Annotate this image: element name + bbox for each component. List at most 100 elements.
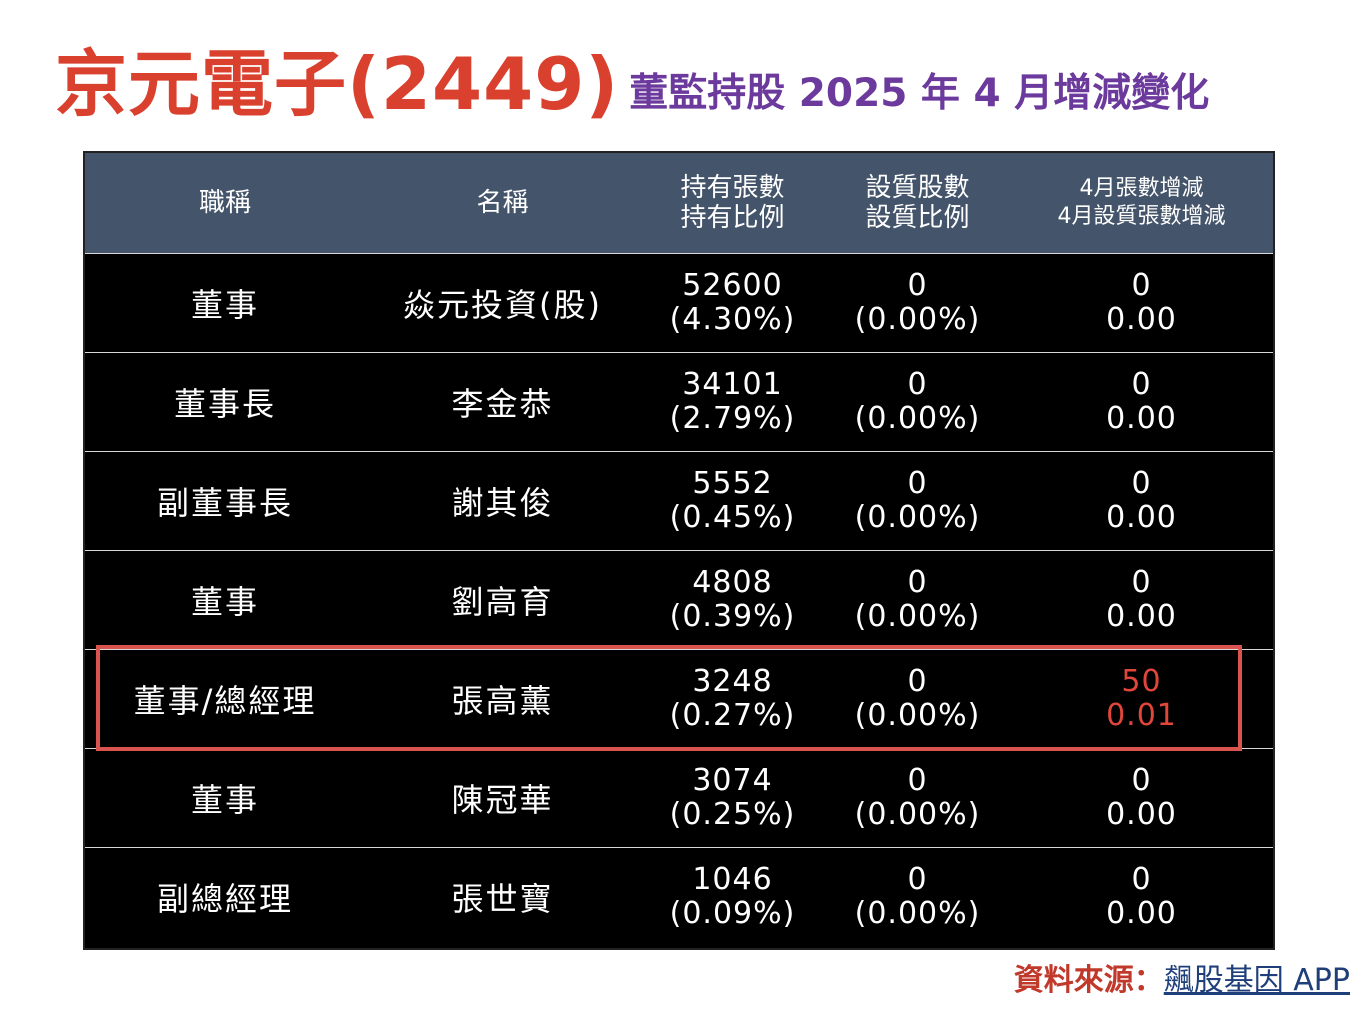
row-shares-value: 3074 xyxy=(692,763,773,798)
table-row: 董事 焱元投資(股) 52600 (4.30%) 0 (0.00%) 0 0.00 xyxy=(85,253,1273,352)
row-pledge-change-value: 0.00 xyxy=(1106,401,1177,436)
row-name: 李金恭 xyxy=(365,353,640,451)
source-label: 資料來源： xyxy=(1013,963,1164,998)
row-pledged: 0 (0.00%) xyxy=(825,353,1010,451)
row-shares-value: 4808 xyxy=(692,565,773,600)
row-pledged-value: 0 xyxy=(907,466,928,501)
header-ratio-label: 持有比例 xyxy=(680,203,785,233)
row-shares: 3074 (0.25%) xyxy=(640,749,825,847)
row-title-text: 董事/總經理 xyxy=(133,682,317,720)
row-pledged-value: 0 xyxy=(907,862,928,897)
row-pledged-value: 0 xyxy=(907,664,928,699)
row-shares-value: 5552 xyxy=(692,466,773,501)
header-shares: 持有張數 持有比例 xyxy=(640,153,825,253)
row-ratio-value: (0.27%) xyxy=(669,698,796,733)
row-pledged: 0 (0.00%) xyxy=(825,650,1010,748)
row-shares: 5552 (0.45%) xyxy=(640,452,825,550)
page-subtitle: 董監持股 2025 年 4 月增減變化 xyxy=(629,71,1210,116)
source-note: 資料來源：飆股基因 APP xyxy=(1014,955,1350,999)
row-name-text: 張世寶 xyxy=(451,880,554,918)
row-change: 0 0.00 xyxy=(1010,551,1273,649)
row-ratio-value: (4.30%) xyxy=(669,302,796,337)
table-row: 董事 陳冠華 3074 (0.25%) 0 (0.00%) 0 0.00 xyxy=(85,748,1273,847)
row-title: 副總經理 xyxy=(85,848,365,946)
row-pledge-change-value: 0.00 xyxy=(1106,302,1177,337)
row-change: 0 0.00 xyxy=(1010,254,1273,352)
header-name-label: 名稱 xyxy=(476,188,529,218)
row-ratio-value: (0.25%) xyxy=(669,797,796,832)
row-pledged-value: 0 xyxy=(907,268,928,303)
row-shares: 52600 (4.30%) xyxy=(640,254,825,352)
row-change-value: 0 xyxy=(1131,862,1152,897)
table-row: 副總經理 張世寶 1046 (0.09%) 0 (0.00%) 0 0.00 xyxy=(85,847,1273,946)
row-title-text: 副董事長 xyxy=(156,484,293,522)
row-shares-value: 34101 xyxy=(682,367,783,402)
header-title-label: 職稱 xyxy=(198,188,251,218)
row-pledge-change-value: 0.00 xyxy=(1106,797,1177,832)
row-name: 張高薰 xyxy=(365,650,640,748)
row-pledged-value: 0 xyxy=(907,367,928,402)
row-pledged: 0 (0.00%) xyxy=(825,254,1010,352)
row-pledged-ratio-value: (0.00%) xyxy=(854,500,981,535)
row-pledged-ratio-value: (0.00%) xyxy=(854,797,981,832)
row-name-text: 劉高育 xyxy=(451,583,554,621)
row-title-text: 副總經理 xyxy=(156,880,293,918)
row-name: 陳冠華 xyxy=(365,749,640,847)
row-title: 董事/總經理 xyxy=(85,650,365,748)
page-title: 京元電子(2449) xyxy=(55,42,620,126)
row-pledged-ratio-value: (0.00%) xyxy=(854,896,981,931)
row-change: 0 0.00 xyxy=(1010,452,1273,550)
row-title: 董事 xyxy=(85,749,365,847)
row-pledged-ratio-value: (0.00%) xyxy=(854,401,981,436)
holdings-table: 職稱 名稱 持有張數 持有比例 設質股數 設質比例 4月張數增減 4月設質張數增… xyxy=(83,151,1275,950)
row-pledged: 0 (0.00%) xyxy=(825,551,1010,649)
row-pledged: 0 (0.00%) xyxy=(825,848,1010,946)
row-name: 謝其俊 xyxy=(365,452,640,550)
row-title-text: 董事 xyxy=(190,583,259,621)
table-row: 董事/總經理 張高薰 3248 (0.27%) 0 (0.00%) 50 0.01 xyxy=(85,649,1273,748)
header-change: 4月張數增減 4月設質張數增減 xyxy=(1010,153,1273,253)
header-pledge-change-label: 4月設質張數增減 xyxy=(1057,204,1226,229)
row-shares-value: 1046 xyxy=(692,862,773,897)
row-ratio-value: (2.79%) xyxy=(669,401,796,436)
row-name: 焱元投資(股) xyxy=(365,254,640,352)
row-title: 副董事長 xyxy=(85,452,365,550)
page-title-row: 京元電子(2449) 董監持股 2025 年 4 月增減變化 xyxy=(55,30,1209,130)
header-pledged-ratio-label: 設質比例 xyxy=(865,203,970,233)
row-title-text: 董事 xyxy=(190,781,259,819)
row-shares: 1046 (0.09%) xyxy=(640,848,825,946)
row-shares: 3248 (0.27%) xyxy=(640,650,825,748)
table-header: 職稱 名稱 持有張數 持有比例 設質股數 設質比例 4月張數增減 4月設質張數增… xyxy=(85,153,1273,253)
header-pledged: 設質股數 設質比例 xyxy=(825,153,1010,253)
row-change: 50 0.01 xyxy=(1010,650,1273,748)
row-name: 劉高育 xyxy=(365,551,640,649)
row-name-text: 焱元投資(股) xyxy=(403,286,602,324)
row-pledged: 0 (0.00%) xyxy=(825,452,1010,550)
row-title-text: 董事長 xyxy=(173,385,276,423)
row-change-value: 0 xyxy=(1131,565,1152,600)
row-title: 董事 xyxy=(85,254,365,352)
row-pledged-ratio-value: (0.00%) xyxy=(854,599,981,634)
row-change-value: 0 xyxy=(1131,763,1152,798)
row-shares: 34101 (2.79%) xyxy=(640,353,825,451)
row-pledge-change-value: 0.00 xyxy=(1106,500,1177,535)
row-name-text: 張高薰 xyxy=(451,682,554,720)
row-title-text: 董事 xyxy=(190,286,259,324)
row-name-text: 陳冠華 xyxy=(451,781,554,819)
header-title: 職稱 xyxy=(85,153,365,253)
header-pledged-label: 設質股數 xyxy=(865,173,970,203)
source-link[interactable]: 飆股基因 APP xyxy=(1163,963,1350,998)
row-pledged: 0 (0.00%) xyxy=(825,749,1010,847)
row-shares-value: 3248 xyxy=(692,664,773,699)
row-pledged-value: 0 xyxy=(907,763,928,798)
row-pledged-ratio-value: (0.00%) xyxy=(854,698,981,733)
row-pledged-value: 0 xyxy=(907,565,928,600)
table-row: 董事 劉高育 4808 (0.39%) 0 (0.00%) 0 0.00 xyxy=(85,550,1273,649)
row-title: 董事長 xyxy=(85,353,365,451)
header-name: 名稱 xyxy=(365,153,640,253)
row-change: 0 0.00 xyxy=(1010,848,1273,946)
row-change-value: 0 xyxy=(1131,268,1152,303)
row-change: 0 0.00 xyxy=(1010,353,1273,451)
row-change: 0 0.00 xyxy=(1010,749,1273,847)
row-name-text: 李金恭 xyxy=(451,385,554,423)
